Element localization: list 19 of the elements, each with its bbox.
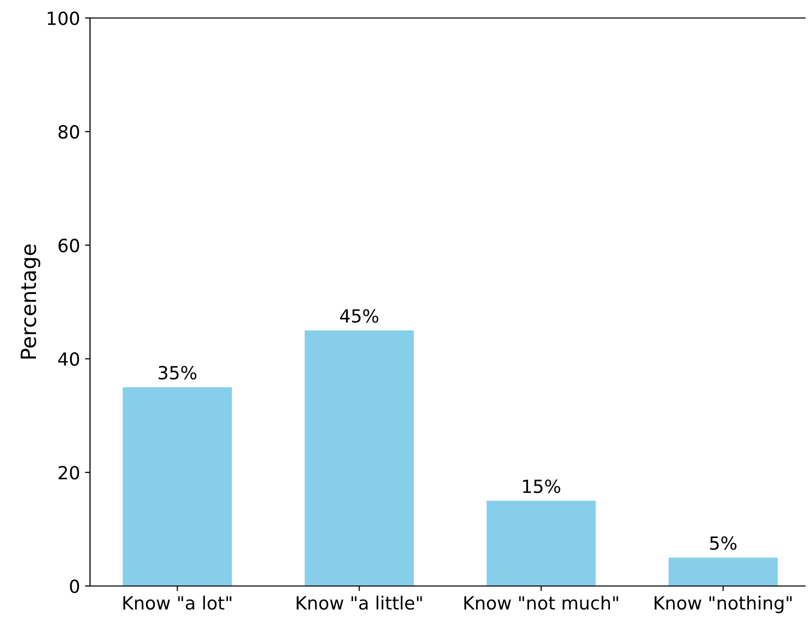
data-label: 35% xyxy=(158,366,196,380)
y-tick-label: 80 xyxy=(58,125,80,139)
data-label: 15% xyxy=(523,479,560,494)
y-tick-label: 0 xyxy=(70,579,80,594)
data-label: 5% xyxy=(710,536,736,550)
data-label: 45% xyxy=(340,309,378,323)
x-tick-label: Know "a lot" xyxy=(123,596,232,610)
bar xyxy=(122,387,232,586)
x-tick-label: Know "not much" xyxy=(464,596,618,610)
bar xyxy=(668,558,778,586)
y-axis-title: Percentage xyxy=(20,244,40,359)
x-tick-label: Know "a little" xyxy=(296,596,422,610)
bar xyxy=(304,330,414,586)
bar xyxy=(486,500,596,586)
y-tick-label: 60 xyxy=(58,238,80,252)
x-tick-label: Know "nothing" xyxy=(654,596,792,614)
y-tick-label: 20 xyxy=(58,466,80,480)
y-tick-label: 40 xyxy=(58,352,80,366)
y-tick-label: 100 xyxy=(48,11,80,26)
